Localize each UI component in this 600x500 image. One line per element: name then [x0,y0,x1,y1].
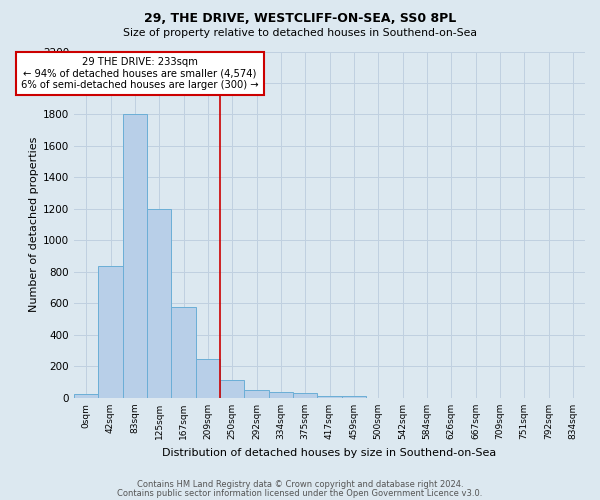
Text: 29 THE DRIVE: 233sqm
← 94% of detached houses are smaller (4,574)
6% of semi-det: 29 THE DRIVE: 233sqm ← 94% of detached h… [21,57,259,90]
Bar [122,114,147,398]
Bar [293,393,317,398]
Bar [341,396,366,398]
Bar [269,392,293,398]
Text: Contains HM Land Registry data © Crown copyright and database right 2024.: Contains HM Land Registry data © Crown c… [137,480,463,489]
Bar [74,394,98,398]
Text: Contains public sector information licensed under the Open Government Licence v3: Contains public sector information licen… [118,488,482,498]
Text: Size of property relative to detached houses in Southend-on-Sea: Size of property relative to detached ho… [123,28,477,38]
Y-axis label: Number of detached properties: Number of detached properties [29,137,39,312]
Bar [172,306,196,398]
Bar [196,358,220,398]
Bar [244,390,269,398]
X-axis label: Distribution of detached houses by size in Southend-on-Sea: Distribution of detached houses by size … [163,448,497,458]
Bar [317,396,341,398]
Bar [220,380,244,398]
Text: 29, THE DRIVE, WESTCLIFF-ON-SEA, SS0 8PL: 29, THE DRIVE, WESTCLIFF-ON-SEA, SS0 8PL [144,12,456,26]
Bar [147,209,172,398]
Bar [98,266,122,398]
